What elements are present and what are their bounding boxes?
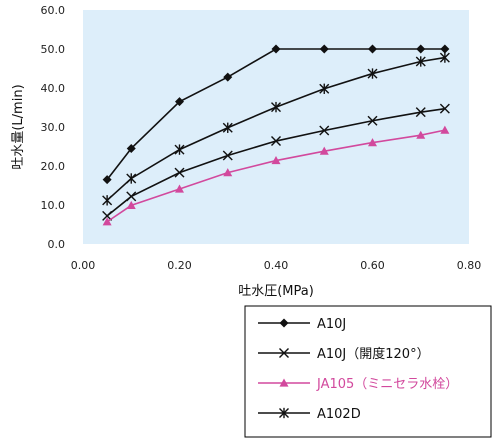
legend-label: A10J（開度120°） [317, 346, 430, 362]
data-point [223, 72, 233, 82]
x-axis-title: 吐水圧(MPa) [238, 284, 314, 299]
data-point [319, 44, 329, 54]
data-point [279, 378, 289, 387]
legend-item: A10J [258, 317, 346, 332]
data-point [368, 44, 377, 54]
data-point [271, 44, 281, 54]
y-tick-label: 30.0 [41, 121, 66, 134]
series-layer [102, 44, 450, 226]
data-point [279, 407, 289, 419]
data-point [174, 144, 185, 155]
y-tick-label: 60.0 [41, 4, 66, 17]
data-point-stroke [367, 115, 378, 126]
legend-box [244, 305, 492, 438]
data-point-stroke [271, 136, 281, 147]
y-tick-label: 10.0 [41, 199, 66, 212]
legend-label: A102D [317, 407, 361, 422]
legend-label: JA105（ミニセラ水栓） [316, 377, 458, 392]
x-tick-label: 0.40 [264, 259, 289, 272]
data-point [102, 217, 112, 226]
data-point [415, 107, 426, 118]
y-tick-label: 20.0 [41, 160, 66, 173]
data-point [319, 125, 330, 136]
data-point [126, 143, 136, 153]
legend-item: A102D [258, 407, 361, 422]
series-1 [102, 44, 450, 185]
data-point [416, 130, 426, 139]
data-point-stroke [439, 103, 450, 114]
legend-item: A10J（開度120°） [258, 346, 430, 362]
data-point-stroke [319, 125, 330, 136]
data-point [319, 83, 330, 94]
legend-item: JA105（ミニセラ水栓） [258, 377, 458, 392]
data-point [368, 138, 377, 147]
data-point [175, 184, 184, 193]
x-tick-label: 0.60 [360, 259, 385, 272]
legend: A10J A10J（開度120°） JA105（ミニセラ水栓） A102D [244, 305, 492, 438]
data-point [174, 167, 185, 178]
data-point-stroke [126, 191, 137, 202]
series-3 [102, 125, 450, 226]
data-point-stroke [222, 150, 233, 161]
data-point [222, 150, 233, 161]
data-point [271, 101, 281, 113]
axes: 0.0 10.0 20.0 30.0 40.0 50.0 60.0 0.00 0.20 0.40 0… [41, 4, 482, 272]
y-tick-label: 50.0 [41, 43, 66, 56]
data-point-stroke [102, 210, 113, 221]
data-point [126, 173, 137, 184]
data-point [440, 44, 450, 54]
data-point [279, 318, 289, 328]
data-point [439, 103, 450, 114]
y-tick-label: 0.0 [48, 238, 66, 251]
x-tick-label: 0.20 [167, 259, 192, 272]
data-point [367, 68, 378, 79]
data-point-stroke [415, 107, 426, 118]
y-axis-title: 吐水量(L/min) [11, 84, 26, 169]
data-point [223, 168, 233, 177]
data-point [271, 156, 281, 165]
data-point [415, 56, 426, 67]
x-tick-label: 0.80 [457, 259, 482, 272]
data-point [440, 125, 450, 134]
legend-label: A10J [317, 317, 346, 332]
x-tick-label: 0.00 [71, 259, 96, 272]
data-point [126, 191, 137, 202]
series-4 [102, 52, 450, 206]
data-point [416, 44, 426, 54]
data-point [279, 348, 289, 358]
data-point-stroke [174, 167, 185, 178]
data-point [319, 146, 329, 155]
data-point [439, 52, 450, 63]
data-point [367, 115, 378, 126]
data-point [271, 136, 281, 147]
data-point [102, 195, 113, 206]
data-point [102, 175, 112, 185]
y-tick-label: 40.0 [41, 82, 66, 95]
data-point [126, 200, 136, 209]
data-point-stroke [279, 348, 289, 358]
data-point [222, 122, 233, 133]
data-point [175, 97, 184, 107]
